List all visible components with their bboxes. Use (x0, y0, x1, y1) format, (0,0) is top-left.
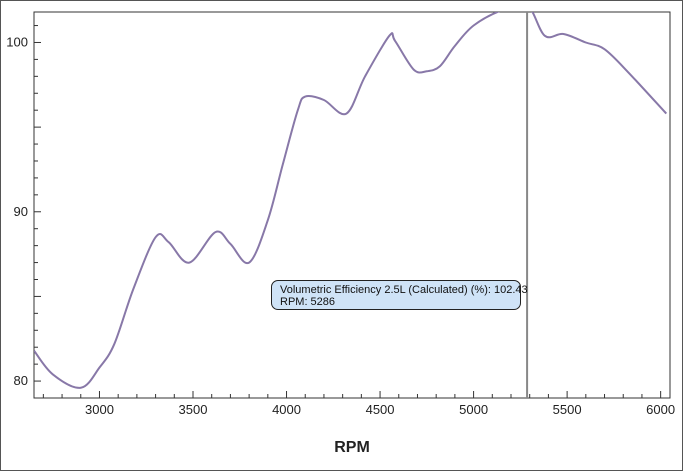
x-tick-label: 6000 (646, 402, 675, 417)
tooltip-rpm: RPM: 5286 (280, 296, 336, 308)
axis-tick-labels: 3000 3500 4000 4500 5000 5500 6000 80 90 100 (6, 34, 675, 417)
plot-area (33, 11, 671, 399)
y-tick-label: 100 (6, 34, 28, 49)
axis-ticks (34, 25, 662, 399)
y-tick-label: 90 (14, 204, 28, 219)
x-tick-label: 3000 (85, 402, 114, 417)
tooltip: Volumetric Efficiency 2.5L (Calculated) … (271, 280, 528, 310)
x-tick-label: 5500 (553, 402, 582, 417)
x-tick-label: 3500 (179, 402, 208, 417)
y-tick-label: 80 (14, 373, 28, 388)
tooltip-value: Volumetric Efficiency 2.5L (Calculated) … (280, 284, 528, 296)
x-axis-title: RPM (334, 439, 370, 456)
x-tick-label: 4000 (272, 402, 301, 417)
x-tick-label: 5000 (459, 402, 488, 417)
x-tick-label: 4500 (366, 402, 395, 417)
series-layer (34, 12, 668, 389)
series-line (34, 12, 668, 389)
